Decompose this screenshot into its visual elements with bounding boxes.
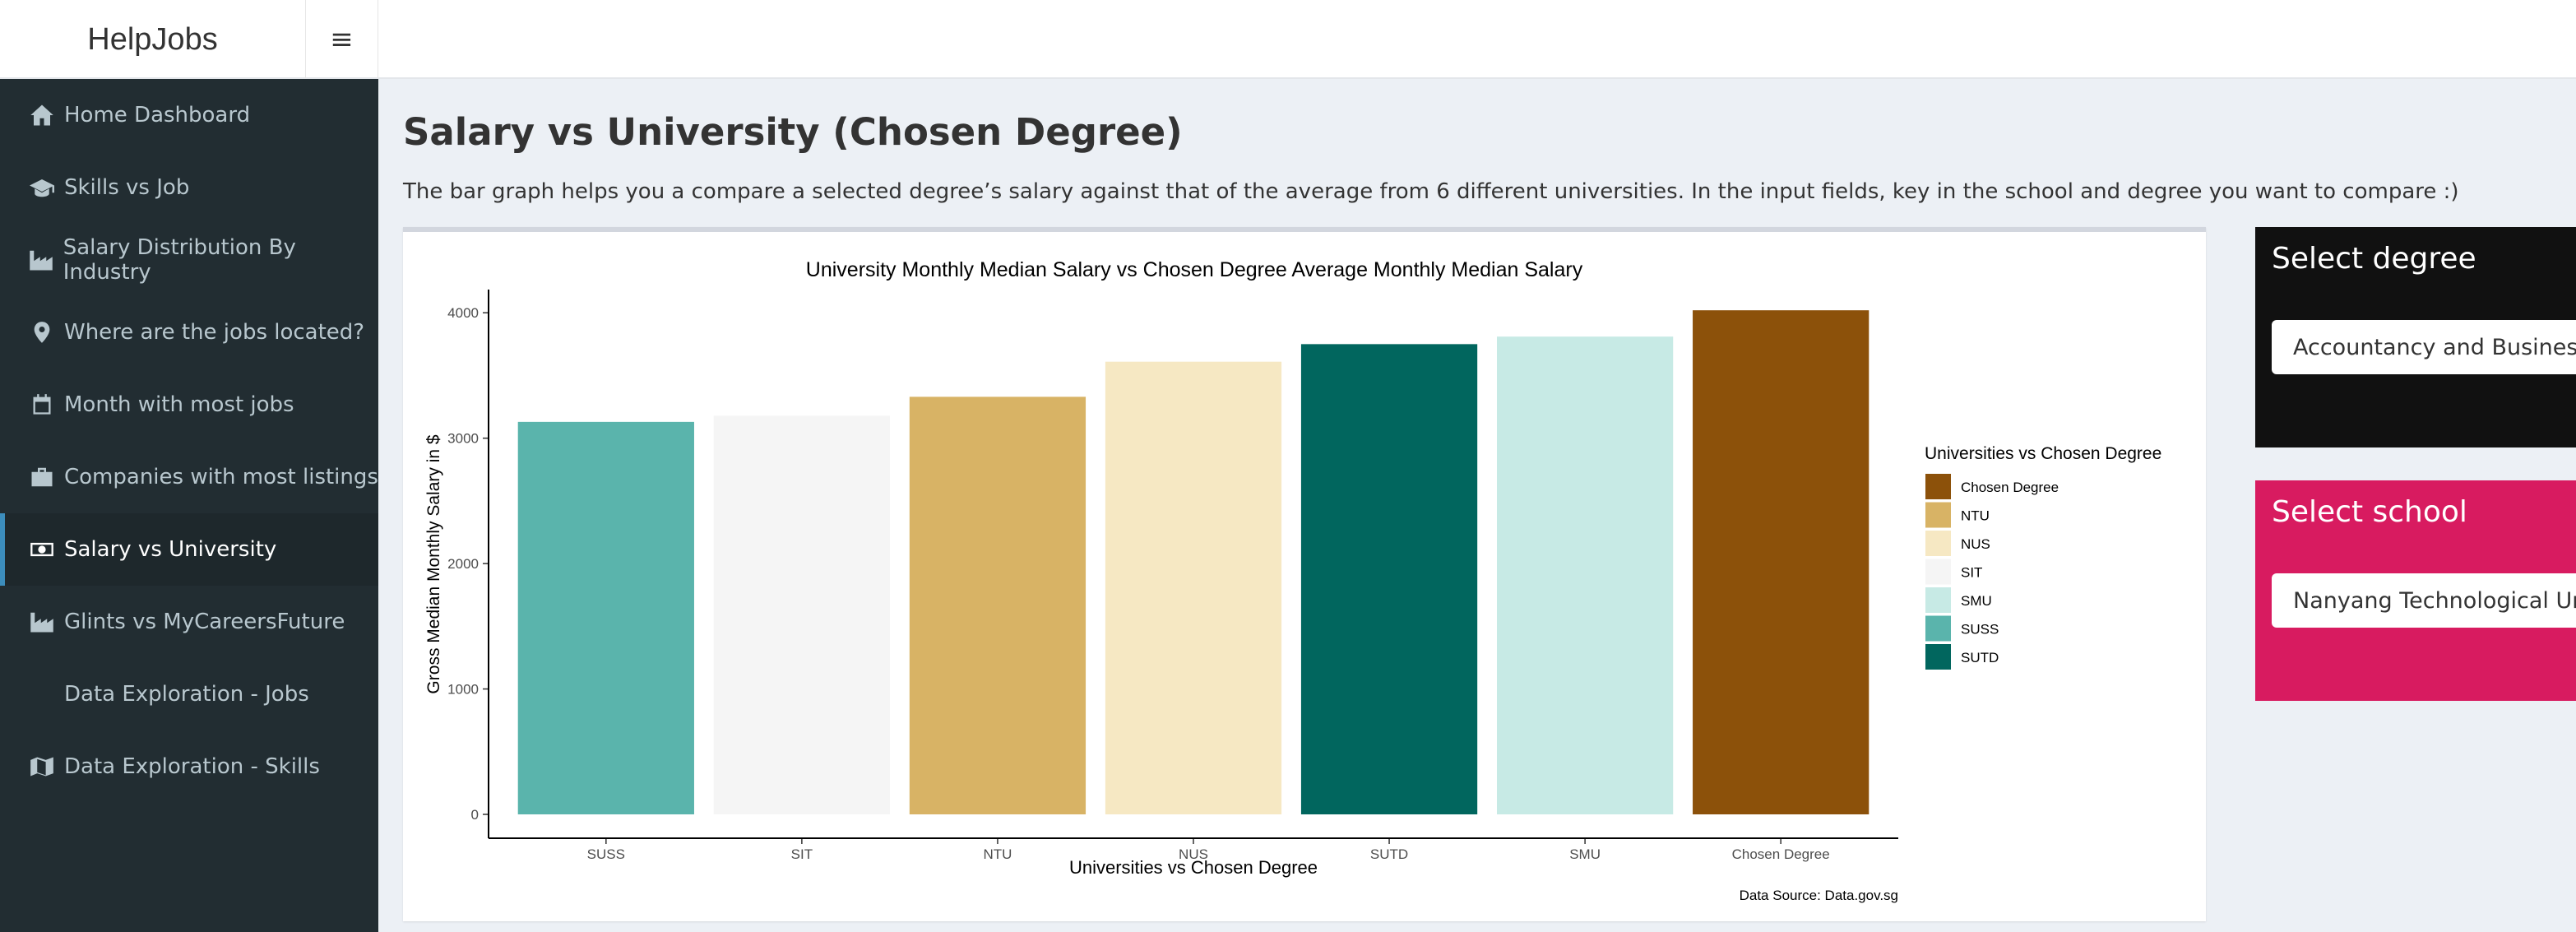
- bar-ntu: [909, 396, 1086, 814]
- legend-label: NTU: [1961, 508, 1990, 524]
- legend-swatch: [1925, 531, 1951, 556]
- calendar-icon: [28, 392, 56, 417]
- sidebar-item-label: Data Exploration - Skills: [64, 754, 320, 779]
- sidebar-item-data-exploration-skills[interactable]: Data Exploration - Skills: [0, 730, 378, 803]
- sidebar: Home Dashboard Skills vs Job Salary Dist…: [0, 79, 378, 932]
- legend-label: SUSS: [1961, 622, 1999, 638]
- blank-icon: [28, 682, 56, 707]
- x-tick-label: NUS: [1179, 846, 1208, 862]
- sidebar-item-label: Glints vs MyCareersFuture: [64, 610, 345, 634]
- legend-swatch: [1925, 615, 1951, 642]
- y-tick-label: 2000: [447, 556, 479, 572]
- select-school-title: Select school: [2272, 495, 2467, 529]
- sidebar-item-label: Salary vs University: [64, 537, 277, 562]
- y-tick-label: 1000: [447, 682, 479, 698]
- map-marker-icon: [28, 320, 56, 345]
- legend-swatch: [1925, 644, 1951, 670]
- x-tick-label: NTU: [983, 846, 1012, 862]
- salary-bar-chart: University Monthly Median Salary vs Chos…: [424, 258, 2161, 903]
- home-icon: [28, 103, 56, 128]
- legend-label: SMU: [1961, 593, 1992, 609]
- legend-swatch: [1925, 587, 1951, 613]
- bar-nus: [1105, 361, 1282, 814]
- legend-label: SIT: [1961, 565, 1982, 581]
- chart-caption: Data Source: Data.gov.sg: [1740, 888, 1898, 903]
- page-description: The bar graph helps you a compare a sele…: [403, 179, 2459, 204]
- y-tick-label: 0: [471, 807, 479, 823]
- school-select[interactable]: Nanyang Technological University: [2272, 573, 2576, 628]
- legend-swatch: [1925, 559, 1951, 585]
- bar-sutd: [1300, 344, 1478, 814]
- sidebar-item-label: Where are the jobs located?: [64, 320, 365, 345]
- sidebar-item-salary-vs-university[interactable]: Salary vs University: [0, 513, 378, 586]
- sidebar-item-label: Data Exploration - Jobs: [64, 682, 309, 707]
- industry-icon: [28, 248, 55, 272]
- legend-label: Chosen Degree: [1961, 480, 2059, 495]
- sidebar-toggle-button[interactable]: ≡: [306, 0, 378, 79]
- sidebar-item-label: Month with most jobs: [64, 392, 294, 417]
- sidebar-item-glints-vs-mycareersfuture[interactable]: Glints vs MyCareersFuture: [0, 586, 378, 658]
- chart-title: University Monthly Median Salary vs Chos…: [806, 258, 1583, 281]
- sidebar-item-label: Skills vs Job: [64, 175, 190, 200]
- bar-suss: [517, 421, 694, 814]
- chart-box: University Monthly Median Salary vs Chos…: [403, 227, 2206, 921]
- x-tick-label: SUTD: [1370, 846, 1408, 862]
- legend-swatch: [1925, 474, 1951, 499]
- y-tick-label: 4000: [447, 305, 479, 321]
- map-icon: [28, 754, 56, 779]
- graduation-cap-icon: [28, 175, 56, 200]
- y-axis-label: Gross Median Monthly Salary in $: [424, 434, 443, 693]
- bar-sit: [713, 415, 891, 814]
- x-axis-label: Universities vs Chosen Degree: [1069, 857, 1318, 878]
- sidebar-item-label: Salary Distribution By Industry: [63, 235, 296, 285]
- top-header: HelpJobs ≡: [0, 0, 2576, 79]
- select-degree-title: Select degree: [2272, 242, 2476, 276]
- degree-select[interactable]: Accountancy and Business: [2272, 320, 2576, 374]
- legend-swatch: [1925, 502, 1951, 528]
- sidebar-item-label: Companies with most listings: [64, 465, 378, 489]
- money-icon: [28, 537, 56, 562]
- industry-icon: [28, 610, 56, 634]
- sidebar-item-skills-vs-job[interactable]: Skills vs Job: [0, 151, 378, 224]
- x-tick-label: SUSS: [587, 846, 625, 862]
- x-tick-label: SMU: [1569, 846, 1601, 862]
- sidebar-item-home-dashboard[interactable]: Home Dashboard: [0, 79, 378, 151]
- x-tick-label: SIT: [791, 846, 813, 862]
- sidebar-item-label: Home Dashboard: [64, 103, 251, 128]
- brand-logo[interactable]: HelpJobs: [0, 0, 306, 79]
- legend-label: NUS: [1961, 536, 1990, 552]
- y-tick-label: 3000: [447, 431, 479, 447]
- sidebar-item-month-most-jobs[interactable]: Month with most jobs: [0, 369, 378, 441]
- sidebar-item-data-exploration-jobs[interactable]: Data Exploration - Jobs: [0, 658, 378, 730]
- legend-label: SUTD: [1961, 650, 1999, 665]
- sidebar-item-salary-distribution[interactable]: Salary Distribution By Industry: [0, 224, 378, 296]
- page-title: Salary vs University (Chosen Degree): [403, 110, 1183, 154]
- select-degree-panel: Select degree Accountancy and Business: [2255, 227, 2576, 447]
- sidebar-item-companies-most-listings[interactable]: Companies with most listings: [0, 441, 378, 513]
- sidebar-item-job-locations[interactable]: Where are the jobs located?: [0, 296, 378, 369]
- legend-title: Universities vs Chosen Degree: [1925, 444, 2161, 463]
- briefcase-icon: [28, 465, 56, 489]
- select-school-panel: Select school Nanyang Technological Univ…: [2255, 480, 2576, 701]
- bar-smu: [1496, 336, 1674, 815]
- bar-chosen-degree: [1693, 310, 1869, 814]
- x-tick-label: Chosen Degree: [1732, 846, 1830, 862]
